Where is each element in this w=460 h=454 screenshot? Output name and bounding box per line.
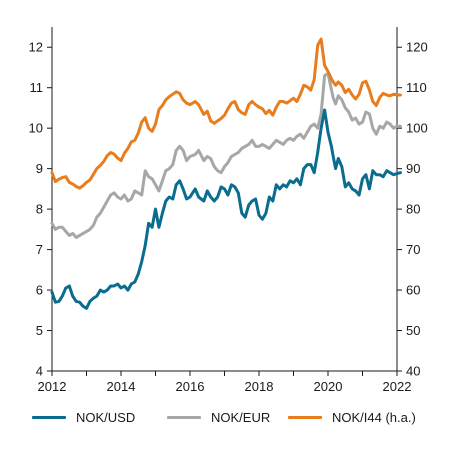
- series-line-nok-i44-h-a: [50, 37, 402, 190]
- x-tick-label: 2020: [314, 379, 343, 394]
- y-left-tick-label: 8: [36, 202, 43, 217]
- chart-axes: [47, 27, 402, 376]
- legend-item-nok-eur: NOK/EUR: [167, 402, 270, 432]
- y-left-tick-label: 10: [29, 121, 43, 136]
- y-left-tick-label: 9: [36, 161, 43, 176]
- y-right-tick-label: 80: [406, 202, 420, 217]
- legend-item-nok-usd: NOK/USD: [32, 402, 135, 432]
- y-left-tick-label: 11: [30, 80, 44, 95]
- tick-labels: 4 5 6 7 8 9 10 11 12 40 50 60 70 80 90 100 110 120 2012 201…: [29, 40, 428, 394]
- legend-swatch-nok-usd: [32, 415, 66, 419]
- y-left-tick-label: 12: [29, 40, 43, 55]
- y-right-tick-label: 40: [406, 364, 420, 379]
- y-right-tick-label: 60: [406, 283, 420, 298]
- x-tick-label: 2018: [245, 379, 274, 394]
- legend-swatch-nok-i44: [288, 415, 322, 419]
- x-tick-label: 2012: [38, 379, 67, 394]
- legend-label-nok-i44: NOK/I44 (h.a.): [332, 409, 416, 425]
- x-tick-label: 2016: [176, 379, 205, 394]
- y-left-tick-label: 5: [36, 323, 43, 338]
- x-tick-label: 2014: [107, 379, 136, 394]
- series-layer: [50, 37, 402, 310]
- y-right-tick-label: 90: [406, 161, 420, 176]
- legend-swatch-nok-eur: [167, 415, 201, 419]
- series-line-nok-eur: [50, 72, 402, 239]
- y-left-tick-label: 4: [36, 364, 43, 379]
- y-right-tick-label: 70: [406, 242, 420, 257]
- y-right-tick-label: 120: [406, 40, 428, 55]
- y-right-tick-label: 100: [406, 121, 428, 136]
- legend: NOK/USD NOK/EUR NOK/I44 (h.a.): [0, 402, 460, 432]
- y-left-tick-label: 7: [36, 242, 43, 257]
- legend-label-nok-usd: NOK/USD: [76, 409, 136, 425]
- y-right-tick-label: 110: [406, 80, 427, 95]
- y-left-tick-label: 6: [36, 283, 43, 298]
- series-line-nok-usd: [50, 108, 402, 310]
- y-right-tick-label: 50: [406, 323, 420, 338]
- legend-label-nok-eur: NOK/EUR: [211, 409, 271, 425]
- legend-item-nok-i44: NOK/I44 (h.a.): [288, 402, 416, 432]
- x-tick-label: 2022: [383, 379, 412, 394]
